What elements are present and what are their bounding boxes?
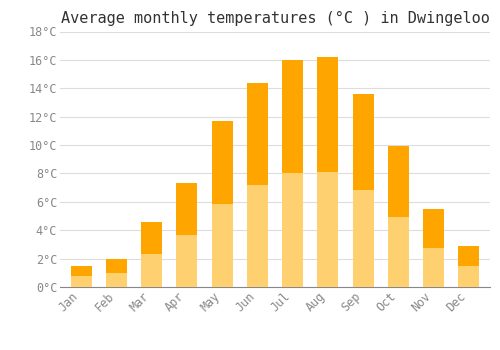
Bar — [282, 60, 303, 287]
Bar — [388, 217, 409, 287]
Bar — [176, 183, 198, 287]
Bar — [70, 276, 92, 287]
Bar — [352, 94, 374, 287]
Bar — [176, 235, 198, 287]
Bar — [247, 185, 268, 287]
Title: Average monthly temperatures (°C ) in Dwingeloo: Average monthly temperatures (°C ) in Dw… — [60, 11, 490, 26]
Bar — [318, 57, 338, 287]
Bar — [70, 266, 92, 287]
Bar — [212, 204, 233, 287]
Bar — [282, 174, 303, 287]
Bar — [352, 190, 374, 287]
Bar — [141, 222, 162, 287]
Bar — [247, 83, 268, 287]
Bar — [458, 246, 479, 287]
Bar — [388, 147, 409, 287]
Bar — [141, 254, 162, 287]
Bar — [106, 259, 127, 287]
Bar — [106, 273, 127, 287]
Bar — [318, 172, 338, 287]
Bar — [458, 266, 479, 287]
Bar — [212, 121, 233, 287]
Bar — [423, 248, 444, 287]
Bar — [423, 209, 444, 287]
